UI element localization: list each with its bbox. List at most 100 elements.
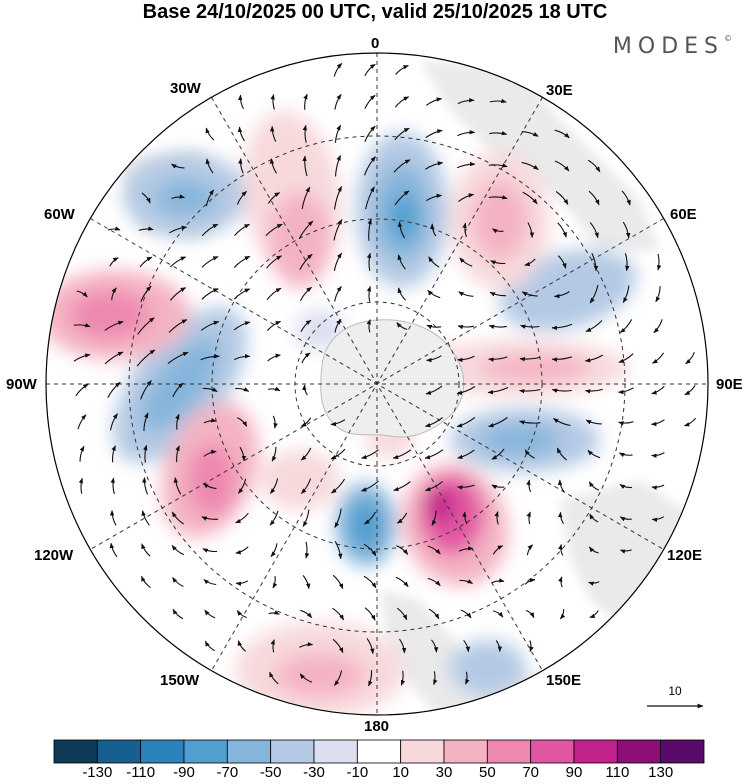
wind-arrow bbox=[426, 97, 443, 106]
wind-arrow bbox=[456, 416, 476, 428]
wind-arrow bbox=[489, 291, 506, 297]
wind-arrow bbox=[299, 673, 313, 683]
colorbar-tick-label: -90 bbox=[173, 764, 195, 781]
wind-arrow bbox=[300, 447, 312, 461]
wind-arrow bbox=[363, 543, 377, 557]
wind-arrow bbox=[428, 608, 440, 620]
wind-arrow bbox=[143, 444, 148, 463]
colorbar-swatch bbox=[530, 739, 575, 764]
wind-arrow bbox=[266, 320, 282, 331]
wind-arrow bbox=[526, 479, 532, 493]
wind-arrow bbox=[397, 254, 406, 270]
wind-arrow bbox=[332, 574, 344, 590]
wind-arrow bbox=[334, 319, 342, 333]
wind-arrow bbox=[203, 449, 217, 457]
wind-arrow bbox=[395, 576, 409, 588]
wind-arrow bbox=[622, 221, 631, 239]
wind-arrow bbox=[557, 511, 564, 525]
wind-arrow bbox=[431, 639, 439, 653]
wind-arrow bbox=[589, 513, 599, 523]
colorbar-tick-label: -130 bbox=[82, 764, 113, 781]
wind-arrow bbox=[619, 319, 633, 334]
wind-arrow bbox=[492, 545, 504, 555]
wind-arrow bbox=[491, 578, 505, 584]
wind-arrow bbox=[302, 124, 307, 143]
wind-arrow bbox=[365, 186, 375, 210]
wind-arrow bbox=[555, 191, 569, 205]
lon-label-180: 180 bbox=[364, 718, 390, 735]
wind-arrow bbox=[78, 477, 83, 494]
brand-name: MODES bbox=[612, 34, 724, 59]
wind-arrow bbox=[584, 354, 603, 363]
colorbar-ticks: -130 -110 -90 -70 -50 -30 -10 10 30 50 70 90 110 130 bbox=[53, 764, 703, 784]
wind-arrow bbox=[302, 509, 310, 527]
wind-arrow bbox=[558, 576, 563, 588]
wind-arrow bbox=[334, 124, 342, 143]
wind-arrow bbox=[234, 223, 250, 237]
wind-arrow bbox=[236, 610, 247, 619]
wind-arrow bbox=[657, 253, 662, 271]
colorbar-tick-label: -50 bbox=[259, 764, 282, 781]
wind-arrow bbox=[364, 63, 376, 76]
wind-arrow bbox=[233, 321, 251, 331]
wind-arrow bbox=[267, 386, 281, 392]
wind-arrow bbox=[460, 609, 472, 619]
wind-arrow bbox=[551, 323, 573, 331]
wind-arrow bbox=[270, 543, 278, 558]
wind-arrow bbox=[235, 580, 249, 587]
wind-arrow bbox=[584, 388, 603, 394]
wind-arrow bbox=[268, 610, 280, 615]
wind-arrow bbox=[396, 545, 409, 555]
wind-arrow bbox=[427, 545, 441, 555]
wind-arrow bbox=[107, 381, 121, 398]
wind-arrow bbox=[202, 548, 218, 553]
lon-label-30w: 30W bbox=[170, 80, 201, 97]
reference-arrow-icon bbox=[647, 703, 704, 709]
wind-arrow bbox=[171, 163, 185, 169]
wind-arrow bbox=[683, 417, 697, 427]
wind-arrow bbox=[457, 325, 475, 330]
colorbar-tick-label: 110 bbox=[605, 764, 630, 781]
anomaly-field bbox=[46, 53, 708, 715]
wind-arrow bbox=[364, 94, 376, 109]
modes-logo: MODES© bbox=[613, 34, 732, 59]
wind-arrow bbox=[239, 446, 247, 462]
wind-arrow bbox=[172, 608, 184, 620]
wind-arrow bbox=[397, 287, 406, 301]
wind-arrow bbox=[200, 320, 220, 331]
colorbar-swatch bbox=[226, 739, 272, 764]
wind-arrow bbox=[233, 255, 251, 268]
wind-arrow bbox=[140, 380, 152, 400]
wind-arrow bbox=[526, 511, 531, 525]
wind-arrow bbox=[556, 447, 568, 461]
wind-arrow bbox=[490, 260, 506, 265]
wind-arrow bbox=[236, 190, 248, 205]
wind-arrow bbox=[622, 285, 630, 303]
colorbar-tick-label: 30 bbox=[435, 764, 453, 781]
wind-arrow bbox=[237, 417, 248, 427]
wind-arrow bbox=[492, 228, 504, 234]
wind-arrow bbox=[203, 579, 217, 586]
wind-arrow bbox=[171, 194, 186, 200]
wind-arrow bbox=[361, 449, 379, 460]
wind-arrow bbox=[491, 484, 505, 490]
wind-arrow bbox=[495, 640, 503, 653]
wind-arrow bbox=[332, 607, 345, 621]
wind-arrow bbox=[651, 385, 665, 395]
wind-arrow bbox=[111, 445, 116, 463]
wind-arrow bbox=[330, 448, 346, 460]
wind-arrow bbox=[519, 356, 541, 362]
wind-arrow bbox=[142, 477, 149, 495]
colorbar-tick-label: 90 bbox=[565, 764, 583, 781]
wind-arrow bbox=[427, 289, 441, 299]
wind-arrow bbox=[200, 353, 220, 361]
wind-arrow bbox=[456, 386, 476, 395]
colorbar-swatch bbox=[486, 739, 532, 764]
wind-arrow bbox=[650, 419, 665, 427]
wind-arrow bbox=[684, 385, 696, 396]
lon-label-150w: 150W bbox=[160, 672, 200, 689]
wind-arrow bbox=[366, 285, 371, 302]
wind-arrow bbox=[73, 323, 91, 328]
wind-arrow bbox=[140, 575, 151, 589]
wind-arrow bbox=[521, 291, 538, 297]
